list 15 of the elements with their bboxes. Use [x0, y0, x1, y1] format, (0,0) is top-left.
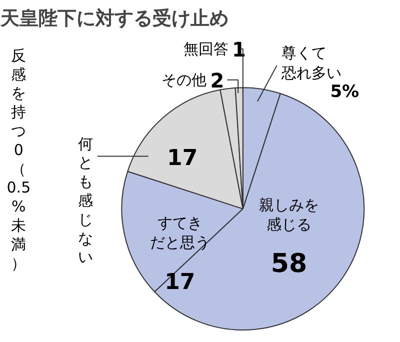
- data-label: 5%: [330, 82, 360, 102]
- slice-label: その他: [162, 70, 207, 89]
- chart-title: 天皇陛下に対する受け止め: [0, 8, 228, 30]
- text: 0（0.5%未満）: [6, 140, 31, 272]
- slice-label: 尊くて恐れ多い: [280, 44, 342, 82]
- data-label: 17: [164, 270, 196, 295]
- slice-label: 何とも感じない: [78, 134, 93, 266]
- data-label: 58: [270, 249, 308, 280]
- data-label: 17: [167, 146, 198, 171]
- data-label: 2: [210, 68, 224, 92]
- slice-label: すてきだと思う: [150, 214, 210, 252]
- data-label: 1: [232, 37, 246, 62]
- slice-label: 無回答: [183, 40, 228, 58]
- category-label: 反感を持つ: [11, 46, 26, 140]
- slice-label: 親しみを感じる: [258, 196, 319, 234]
